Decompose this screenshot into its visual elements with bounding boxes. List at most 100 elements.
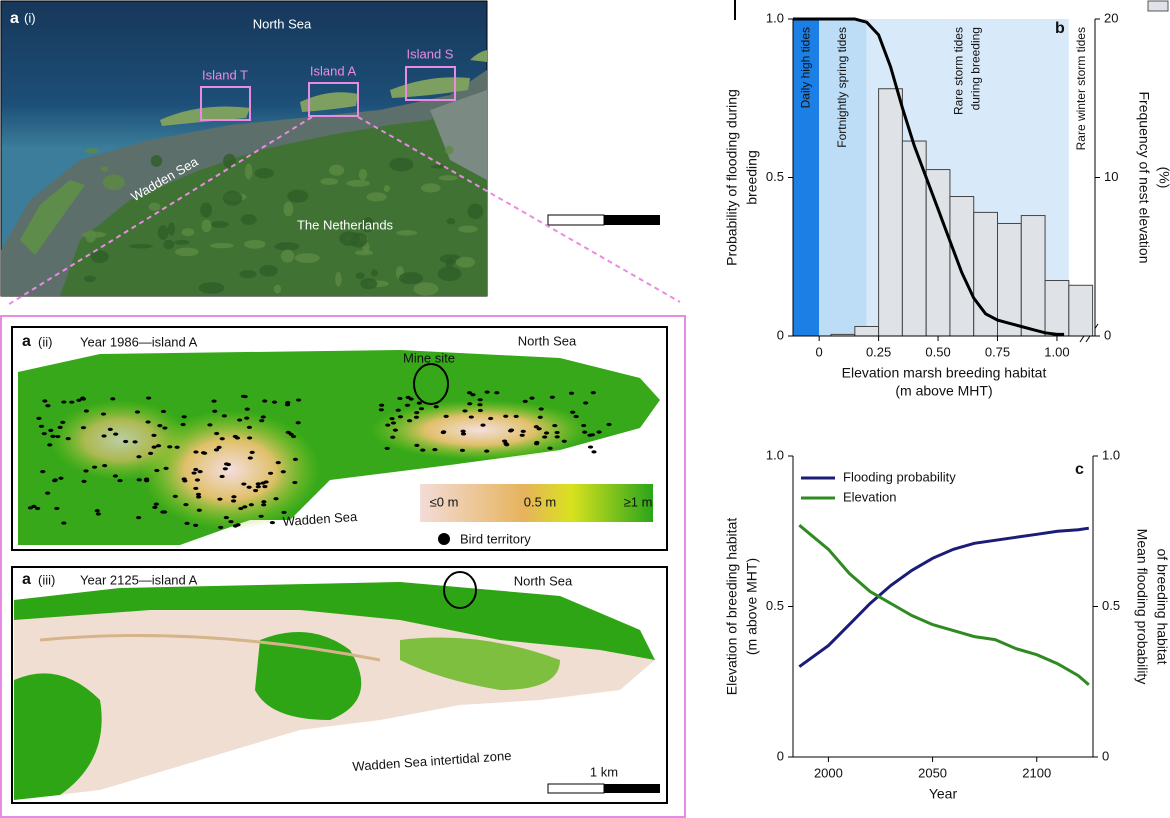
territory-dot	[52, 479, 58, 483]
territory-dot	[581, 423, 587, 428]
territory-dot	[275, 461, 281, 465]
zoom-line	[5, 116, 313, 307]
satellite-map: a (i) North Sea Island T Island A Island…	[0, 0, 660, 297]
territory-dot	[484, 449, 490, 453]
territory-dot	[163, 466, 169, 470]
histogram-bar	[854, 325, 880, 337]
territory-dot	[57, 425, 63, 429]
territory-dot	[222, 467, 228, 471]
territory-dot	[259, 419, 265, 423]
territory-dot	[477, 398, 483, 402]
territory-dot	[40, 470, 46, 474]
territory-dot	[389, 416, 395, 421]
map-label: Island T	[202, 67, 248, 82]
territory-dot	[151, 433, 157, 437]
map-label: North Sea	[514, 573, 573, 588]
territory-dot	[552, 424, 558, 428]
territory-dot	[441, 430, 447, 434]
y2-tick-label: 20	[1104, 10, 1118, 25]
land-patch	[287, 189, 309, 203]
territory-dot	[244, 407, 250, 411]
territory-dot	[460, 432, 467, 436]
territory-dot	[76, 398, 82, 402]
land-patch	[102, 174, 125, 191]
high-marsh	[14, 673, 102, 800]
y2-tick-label: 0	[1104, 327, 1111, 342]
y-tick-label: 0	[777, 327, 784, 342]
territory-dot	[146, 396, 152, 400]
elevation-legend	[420, 484, 653, 522]
territory-dot	[271, 400, 278, 404]
y2-axis-label: Frequency of nest elevation	[1136, 92, 1152, 264]
territory-dot	[413, 415, 420, 419]
land-patch	[389, 157, 414, 172]
land-patch	[396, 230, 418, 236]
territory-dot	[554, 435, 560, 439]
land-patch	[383, 185, 390, 193]
creek	[39, 634, 381, 662]
land-patch	[467, 203, 484, 220]
territory-dot	[113, 432, 119, 436]
territory-dot	[61, 521, 67, 525]
estuary	[430, 90, 487, 180]
territory-dot	[494, 391, 500, 395]
territory-dot	[519, 433, 525, 437]
map-label: The Netherlands	[297, 217, 394, 232]
flood-curve	[793, 17, 1065, 336]
panel-title: Year 2125—island A	[80, 572, 198, 587]
territory-dot	[65, 437, 71, 441]
territory-dot	[50, 434, 56, 438]
territory-dot	[596, 430, 602, 434]
legend-swatch	[1147, 0, 1169, 12]
land-patch	[354, 250, 373, 256]
territory-dot	[153, 502, 159, 506]
territory-dot	[42, 399, 48, 403]
territory-dot	[200, 451, 207, 455]
land-patch	[259, 265, 278, 277]
territory-dot	[136, 478, 142, 482]
territory-dot	[136, 516, 142, 520]
zoom-frame	[0, 315, 686, 818]
territory-dot	[416, 401, 422, 405]
island	[300, 92, 358, 112]
territory-dot	[543, 431, 550, 435]
territory-dot	[212, 409, 218, 413]
territory-dot	[397, 415, 404, 419]
territory-dot	[134, 410, 141, 414]
scale-bar	[604, 215, 660, 225]
land-patch	[438, 175, 458, 181]
territory-dot	[573, 414, 579, 419]
territory-dot	[459, 448, 466, 452]
land-patch	[273, 284, 282, 294]
territory-dot	[255, 482, 261, 486]
territory-dot	[252, 488, 259, 493]
territory-dot	[154, 468, 160, 473]
tide-band	[1068, 19, 1095, 336]
mine-circle	[413, 363, 449, 405]
territory-dot	[117, 478, 123, 483]
land-patch	[201, 219, 212, 233]
territory-dot	[480, 423, 486, 427]
map-label: Island A	[310, 63, 357, 78]
band-label: Rare winter storm tides	[1074, 27, 1088, 150]
territory-dot	[249, 450, 255, 454]
territory-dot	[184, 521, 190, 525]
x-tick-label: 0.75	[985, 344, 1010, 359]
territory-dot	[110, 397, 116, 401]
territory-dot	[191, 471, 197, 475]
scale-bar	[547, 214, 605, 226]
territory-dot	[477, 408, 483, 413]
territory-dot	[404, 403, 411, 407]
legend-label: ≥1 m	[624, 494, 653, 509]
map-label: Island S	[407, 46, 454, 61]
territory-dot	[468, 415, 474, 419]
land-patch	[335, 271, 342, 287]
territory-dot	[406, 419, 413, 423]
land-patch	[81, 231, 107, 238]
island	[160, 106, 250, 126]
y2-tick-label: 10	[1104, 169, 1118, 184]
territory-dot	[522, 399, 528, 404]
territory-dot	[60, 420, 66, 424]
territory-dot	[554, 430, 560, 435]
territory-dot	[542, 435, 548, 439]
